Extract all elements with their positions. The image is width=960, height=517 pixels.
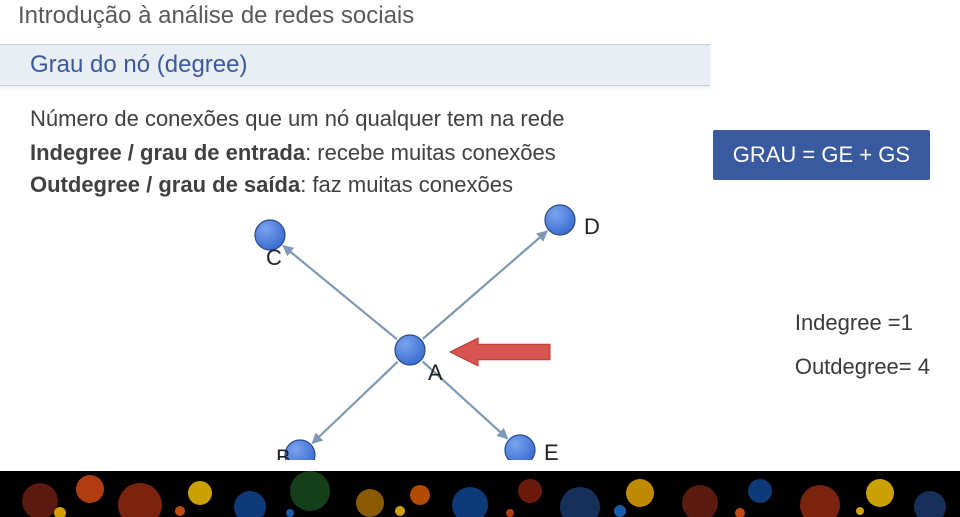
node-label-E: E bbox=[544, 440, 559, 460]
node-D bbox=[545, 205, 575, 235]
slide: Introdução à análise de redes sociais Gr… bbox=[0, 0, 960, 517]
page-title: Introdução à análise de redes sociais bbox=[18, 2, 414, 30]
body-line-2: Indegree / grau de entrada: recebe muita… bbox=[30, 140, 556, 166]
red-arrow bbox=[450, 338, 550, 366]
edge-A-C bbox=[283, 246, 397, 339]
results: Indegree =1 Outdegree= 4 bbox=[795, 310, 930, 398]
node-label-D: D bbox=[584, 214, 600, 239]
outdegree-rest: : faz muitas conexões bbox=[300, 172, 513, 197]
footer-decoration bbox=[0, 471, 960, 517]
body-line-3: Outdegree / grau de saída: faz muitas co… bbox=[30, 172, 513, 198]
indegree-result: Indegree =1 bbox=[795, 310, 930, 336]
outdegree-prefix: Outdegree / grau de saída bbox=[30, 172, 300, 197]
section-title: Grau do nó (degree) bbox=[30, 51, 247, 79]
node-label-B: B bbox=[276, 445, 291, 460]
body-line-1: Número de conexões que um nó qualquer te… bbox=[30, 106, 564, 132]
outdegree-result: Outdegree= 4 bbox=[795, 354, 930, 380]
edge-A-D bbox=[423, 231, 547, 339]
section-bar: Grau do nó (degree) bbox=[0, 44, 710, 86]
node-label-A: A bbox=[428, 360, 443, 385]
indegree-rest: : recebe muitas conexões bbox=[305, 140, 556, 165]
network-svg: A B C D E bbox=[170, 200, 630, 460]
node-label-C: C bbox=[266, 245, 282, 270]
indegree-prefix: Indegree / grau de entrada bbox=[30, 140, 305, 165]
network-diagram: A B C D E bbox=[170, 200, 630, 460]
formula-box: GRAU = GE + GS bbox=[713, 130, 930, 180]
edge-A-B bbox=[312, 362, 397, 444]
node-A bbox=[395, 335, 425, 365]
node-E bbox=[505, 435, 535, 460]
footer-pattern bbox=[0, 471, 960, 517]
